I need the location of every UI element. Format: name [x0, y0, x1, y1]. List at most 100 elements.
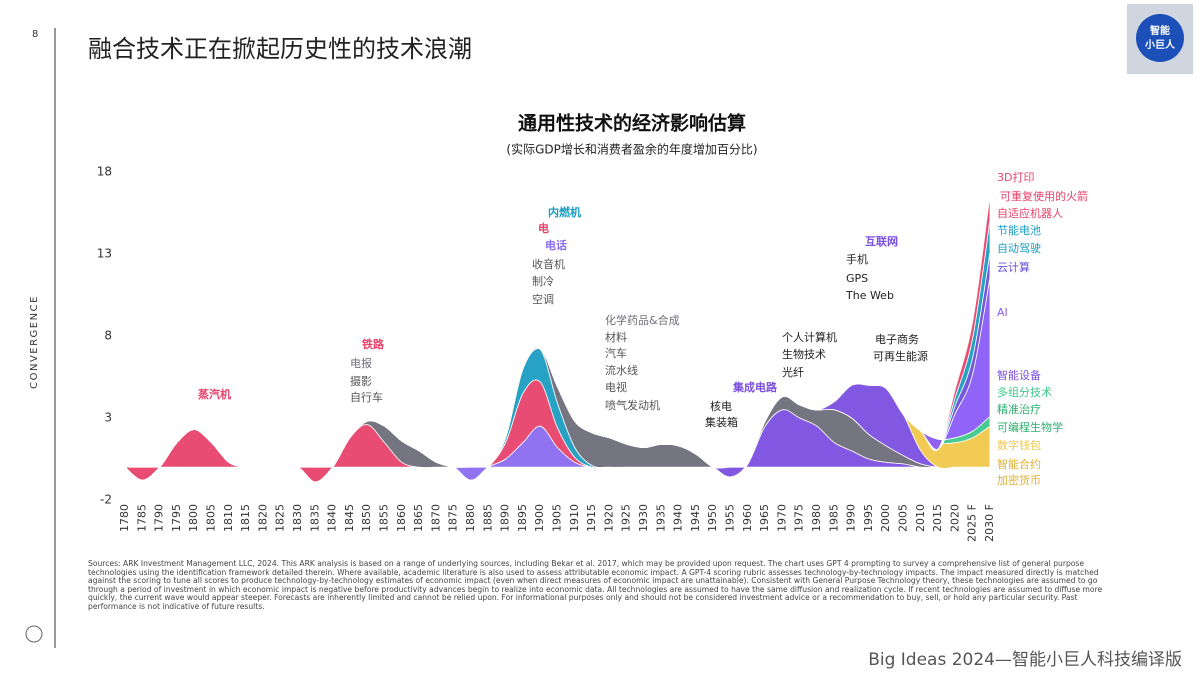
annotation: 制冷 [532, 275, 554, 288]
x-tick-label: 1935 [654, 504, 667, 532]
series-label: 蒸汽机 [198, 387, 231, 401]
series-label: 多组分技术 [997, 385, 1052, 399]
x-tick-label: 1965 [758, 504, 771, 532]
x-tick-label: 1975 [793, 504, 806, 532]
x-tick-label: 1895 [516, 504, 529, 532]
x-tick-label: 1885 [481, 504, 494, 532]
annotation: 生物技术 [782, 347, 826, 361]
y-tick-label: 8 [104, 329, 112, 343]
annotation: 流水线 [605, 363, 638, 377]
series-label: 铁路 [362, 337, 385, 351]
x-tick-label: 1850 [360, 504, 373, 532]
y-tick-label: 18 [97, 165, 112, 179]
annotation: 手机 [846, 252, 868, 266]
x-tick-label: 2010 [914, 504, 927, 532]
y-tick-label: 13 [97, 247, 112, 261]
side-label: CONVERGENCE [29, 295, 40, 389]
sources: Sources: ARK Investment Management LLC, … [88, 559, 1103, 611]
annotation: 摄影 [350, 374, 372, 388]
x-tick-label: 1810 [222, 504, 235, 532]
logo-text: 智能 [1150, 24, 1170, 37]
x-tick-label: 1805 [205, 504, 218, 532]
annotation: 集装箱 [705, 415, 738, 429]
x-tick-label: 1875 [447, 504, 460, 532]
series-label: 云计算 [997, 260, 1030, 274]
y-tick-label: -2 [100, 493, 112, 507]
x-tick-label: 2025 F [966, 504, 979, 542]
annotation: 电子商务 [875, 332, 919, 346]
annotation: 自适应机器人 [997, 206, 1063, 220]
ark-logo [25, 625, 43, 643]
logo-circle [1136, 14, 1184, 62]
x-tick-label: 1870 [429, 504, 442, 532]
x-tick-label: 1845 [343, 504, 356, 532]
annotation: 喷气发动机 [605, 398, 660, 412]
x-tick-label: 1825 [274, 504, 287, 532]
x-tick-label: 1980 [810, 504, 823, 532]
x-tick-label: 1820 [256, 504, 269, 532]
annotation: 自动驾驶 [997, 241, 1041, 255]
chart-subtitle: (实际GDP增长和消费者盈余的年度增加百分比) [506, 142, 757, 157]
page-title: 融合技术正在掀起历史性的技术浪潮 [88, 35, 472, 63]
x-tick-label: 1985 [827, 504, 840, 532]
annotation: 自行车 [350, 390, 383, 404]
annotation: 核电 [710, 399, 732, 413]
annotation: 汽车 [605, 346, 627, 360]
x-tick-label: 1990 [845, 504, 858, 532]
series-label: 内燃机 [548, 205, 581, 219]
footer: Big Ideas 2024—智能小巨人科技编译版 [868, 650, 1182, 670]
series-label: 电 [538, 221, 549, 235]
x-tick-label: 1940 [672, 504, 685, 532]
x-tick-label: 1865 [412, 504, 425, 532]
x-tick-label: 1795 [170, 504, 183, 532]
x-tick-label: 1840 [326, 504, 339, 532]
series-label: 节能电池 [997, 223, 1041, 237]
logo-text: 小巨人 [1144, 38, 1176, 51]
series-label: 集成电路 [732, 380, 778, 394]
x-tick-label: 2015 [931, 504, 944, 532]
x-tick-label: 1930 [637, 504, 650, 532]
x-tick-label: 2000 [879, 504, 892, 532]
annotation: 材料 [605, 330, 627, 344]
x-tick-label: 1835 [308, 504, 321, 532]
series-label: 电报 [350, 356, 372, 370]
x-tick-label: 1855 [378, 504, 391, 532]
annotation: 光纤 [782, 365, 804, 379]
annotation: 可编程生物学 [997, 420, 1063, 434]
y-tick-label: 3 [104, 411, 112, 425]
x-tick-label: 1945 [689, 504, 702, 532]
page-number: 8 [32, 29, 38, 40]
x-tick-label: 1905 [551, 504, 564, 532]
x-tick-label: 1780 [118, 504, 131, 532]
stream-area [124, 194, 991, 483]
x-tick-label: 1995 [862, 504, 875, 532]
series-label: AI [997, 306, 1008, 319]
series-label: 个人计算机 [782, 330, 837, 344]
x-tick-label: 1910 [568, 504, 581, 532]
x-tick-label: 1915 [585, 504, 598, 532]
x-tick-label: 1815 [239, 504, 252, 532]
x-tick-label: 1860 [395, 504, 408, 532]
x-tick-label: 1880 [464, 504, 477, 532]
series-label: 3D打印 [997, 170, 1034, 184]
x-tick-label: 2020 [948, 504, 961, 532]
x-tick-label: 1970 [775, 504, 788, 532]
series-label: 电话 [545, 238, 567, 252]
annotation: 加密货币 [997, 473, 1041, 487]
annotation: The Web [845, 289, 894, 302]
series-label: 互联网 [865, 234, 898, 248]
series-label: 数字钱包 [997, 438, 1041, 452]
series-label: 化学药品&合成 [605, 313, 680, 327]
annotation: 智能设备 [997, 368, 1041, 382]
x-tick-label: 1800 [187, 504, 200, 532]
annotation: 可再生能源 [873, 349, 928, 363]
annotation: 空调 [532, 292, 554, 306]
x-tick-label: 1920 [602, 504, 615, 532]
annotation: 精准治疗 [997, 402, 1041, 416]
x-tick-label: 1955 [724, 504, 737, 532]
x-tick-label: 1900 [533, 504, 546, 532]
x-tick-label: 2005 [897, 504, 910, 532]
x-tick-label: 1925 [620, 504, 633, 532]
